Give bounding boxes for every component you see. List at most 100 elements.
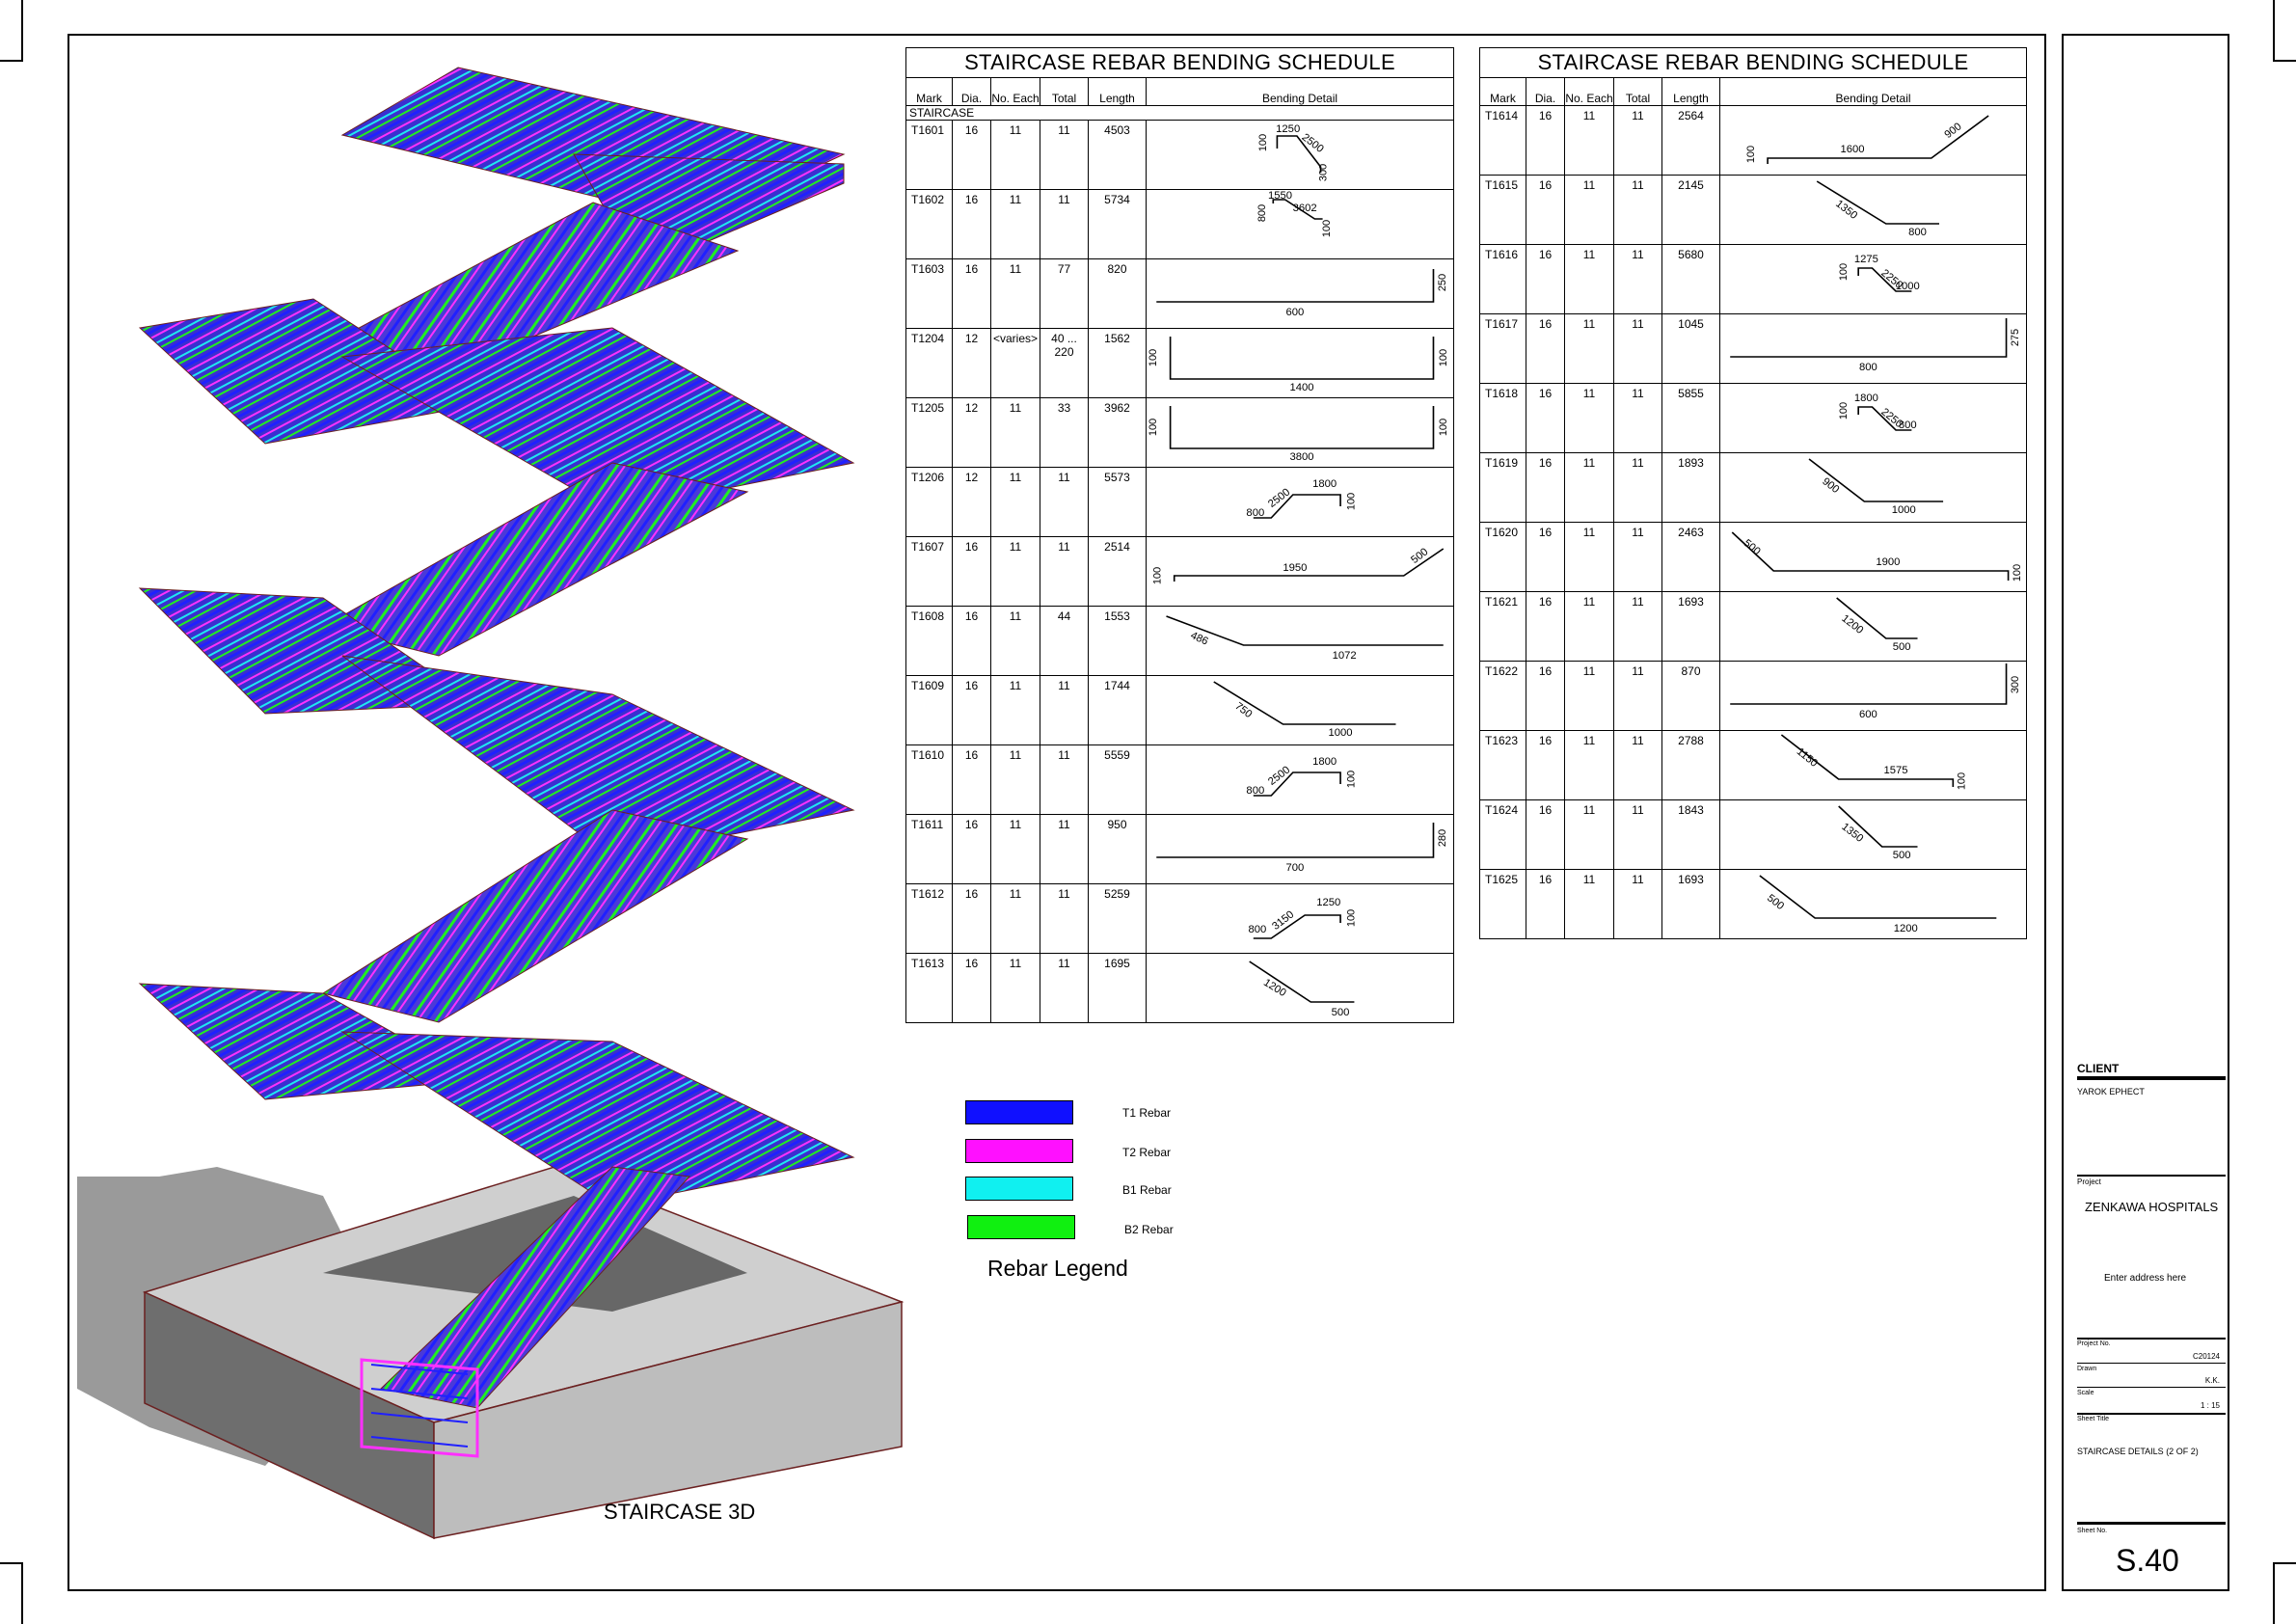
sheet-title: STAIRCASE DETAILS (2 OF 2) [2077,1447,2199,1456]
cell-mark: T1608 [905,606,953,676]
cell-bending-detail: 1350 800 [1719,175,2027,245]
cell-total: 11 [1613,383,1662,453]
cell-dia: 16 [952,744,991,815]
cell-total: 11 [1040,675,1089,745]
cell-each: 11 [1564,661,1614,731]
schedule-row: T1204 12 <varies> 40 ... 220 1562 100 1400 100 [905,328,1454,398]
dimension-label: 900 [1820,475,1841,496]
cell-bending-detail: 1150 1575 100 [1719,730,2027,800]
dimension-label: 100 [1745,146,1757,163]
schedule-title: STAIRCASE REBAR BENDING SCHEDULE [1479,47,2027,78]
cell-length: 1693 [1661,869,1720,939]
cell-total: 11 [1040,883,1089,954]
dimension-label: 1072 [1333,650,1357,662]
dimension-label: 2500 [1266,486,1292,509]
cell-bending-detail: 700 280 [1146,814,1454,884]
schedule-row: T1613 16 11 11 1695 1200 500 [905,953,1454,1023]
col-header-total: Total [1613,77,1662,106]
bending-shape-diagram: 100 1950 500 [1151,546,1445,584]
schedule-row: T1624 16 11 11 1843 1350 500 [1479,799,2027,870]
cell-length: 5573 [1088,467,1147,537]
schedule-row: T1619 16 11 11 1893 900 1000 [1479,452,2027,523]
cell-total: 11 [1613,522,1662,592]
legend-label-t1: T1 Rebar [1122,1106,1172,1120]
dimension-label: 800 [1246,785,1264,797]
cell-dia: 16 [952,120,991,190]
cell-length: 1693 [1661,591,1720,662]
schedule-row: T1609 16 11 11 1744 750 1000 [905,675,1454,745]
cell-dia: 16 [952,953,991,1023]
col-header-dia: Dia. [952,77,991,106]
col-header-each: No. Each [1564,77,1614,106]
cell-bending-detail: 1200 500 [1146,953,1454,1023]
bending-shape-diagram: 100 1400 100 [1148,337,1449,393]
cell-length: 5855 [1661,383,1720,453]
dimension-label: 100 [1345,909,1357,927]
schedule-row: T1615 16 11 11 2145 1350 800 [1479,175,2027,245]
schedule-row: T1614 16 11 11 2564 100 1600 900 [1479,105,2027,176]
cell-mark: T1620 [1479,522,1526,592]
crop-mark [2275,60,2296,62]
cell-length: 1893 [1661,452,1720,523]
schedule-row: T1617 16 11 11 1045 800 275 [1479,313,2027,384]
dimension-label: 1350 [1839,821,1865,844]
project-name: ZENKAWA HOSPITALS [2085,1200,2219,1214]
cell-total: 11 [1613,175,1662,245]
cell-length: 2564 [1661,105,1720,176]
crop-mark [21,1562,23,1624]
cell-each: 11 [990,606,1040,676]
cell-mark: T1623 [1479,730,1526,800]
cell-each: 11 [1564,313,1614,384]
dimension-label: 100 [1321,220,1333,237]
cell-bending-detail: 800 2500 1800 100 [1146,467,1454,537]
cell-dia: 16 [952,258,991,329]
legend-swatch-t1 [965,1100,1073,1124]
cell-total: 11 [1040,744,1089,815]
cell-dia: 16 [1526,383,1565,453]
col-header-length: Length [1088,77,1147,106]
col-header-length: Length [1661,77,1720,106]
cell-mark: T1619 [1479,452,1526,523]
schedule-row: T1618 16 11 11 5855 100 1800 2250 800 [1479,383,2027,453]
bending-schedule-left: STAIRCASE REBAR BENDING SCHEDULE Mark Di… [905,47,1454,1023]
cell-each: 11 [990,120,1040,190]
cell-each: 11 [1564,105,1614,176]
bending-shape-diagram: 1350 500 [1838,805,1918,861]
drawn-by: K.K. [2204,1376,2220,1385]
col-header-each: No. Each [990,77,1040,106]
group-label: STAIRCASE [905,105,1454,121]
dimension-label: 280 [1437,829,1448,847]
cell-length: 1562 [1088,328,1147,398]
cell-each: 11 [990,536,1040,607]
dimension-label: 700 [1285,862,1304,874]
bending-shape-diagram: 1150 1575 100 [1780,734,1968,790]
schedule-row: T1621 16 11 11 1693 1200 500 [1479,591,2027,662]
cell-total: 11 [1040,189,1089,259]
client-label: CLIENT [2077,1062,2120,1075]
schedule-row: T1603 16 11 77 820 600 250 [905,258,1454,329]
dimension-label: 1000 [1892,504,1916,516]
scale-value: 1 : 15 [2200,1401,2220,1410]
scale-label: Scale [2077,1390,2094,1396]
dimension-label: 800 [1899,420,1917,431]
cell-mark: T1612 [905,883,953,954]
cell-bending-detail: 800 2500 1800 100 [1146,744,1454,815]
schedule-row: T1206 12 11 11 5573 800 2500 1800 100 [905,467,1454,537]
cell-dia: 16 [1526,661,1565,731]
divider [2077,1413,2226,1415]
crop-mark [21,0,23,62]
project-no-label: Project No. [2077,1340,2111,1347]
cell-dia: 16 [952,536,991,607]
cell-total: 11 [1613,730,1662,800]
bending-shape-diagram: 100 1600 900 [1745,115,1989,164]
cell-length: 2788 [1661,730,1720,800]
cell-each: 11 [1564,244,1614,314]
dimension-label: 1800 [1312,478,1337,490]
dimension-label: 500 [1893,850,1911,861]
cell-total: 11 [1613,244,1662,314]
cell-mark: T1621 [1479,591,1526,662]
project-no: C20124 [2192,1352,2220,1361]
bending-schedule-right: STAIRCASE REBAR BENDING SCHEDULE Mark Di… [1479,47,2027,939]
